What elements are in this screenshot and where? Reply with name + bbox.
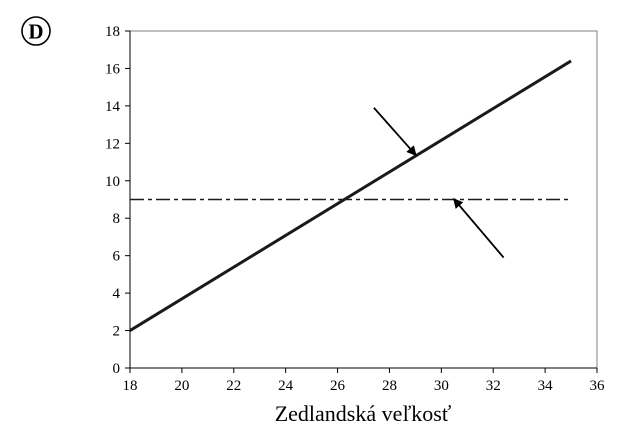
x-tick-label: 36 (590, 378, 606, 394)
y-tick-label: 0 (113, 361, 121, 377)
panel-badge-circle (21, 16, 51, 46)
x-axis-title: Zedlandská veľkosť (275, 401, 452, 426)
y-tick-label: 6 (113, 249, 121, 265)
annotation-layer (373, 107, 505, 259)
x-tick-label: 22 (226, 378, 241, 394)
annotation-arrow-2 (453, 197, 505, 259)
y-tick-label: 18 (105, 24, 120, 40)
x-tick-label: 32 (486, 378, 501, 394)
panel-badge-label: D (28, 20, 43, 44)
annotation-arrow-1 (373, 107, 417, 157)
panel-badge: D (21, 16, 51, 46)
x-tick-label: 24 (278, 378, 294, 394)
y-tick-label: 8 (113, 211, 121, 227)
y-ticks: 0 2 4 6 8 10 12 14 16 18 (105, 24, 130, 377)
x-tick-label: 34 (538, 378, 554, 394)
x-ticks: 18 20 22 24 26 28 30 32 34 36 (123, 368, 606, 394)
series-layer (129, 59, 572, 332)
y-tick-label: 10 (105, 174, 120, 190)
x-tick-label: 26 (330, 378, 346, 394)
x-tick-label: 20 (174, 378, 189, 394)
y-tick-label: 12 (105, 136, 120, 152)
x-tick-label: 18 (123, 378, 138, 394)
x-tick-label: 28 (382, 378, 397, 394)
y-tick-label: 4 (113, 286, 121, 302)
y-tick-label: 14 (105, 99, 121, 115)
series-line-solid (129, 59, 572, 332)
x-tick-label: 30 (434, 378, 449, 394)
y-tick-label: 16 (105, 61, 121, 77)
y-tick-label: 2 (113, 324, 121, 340)
